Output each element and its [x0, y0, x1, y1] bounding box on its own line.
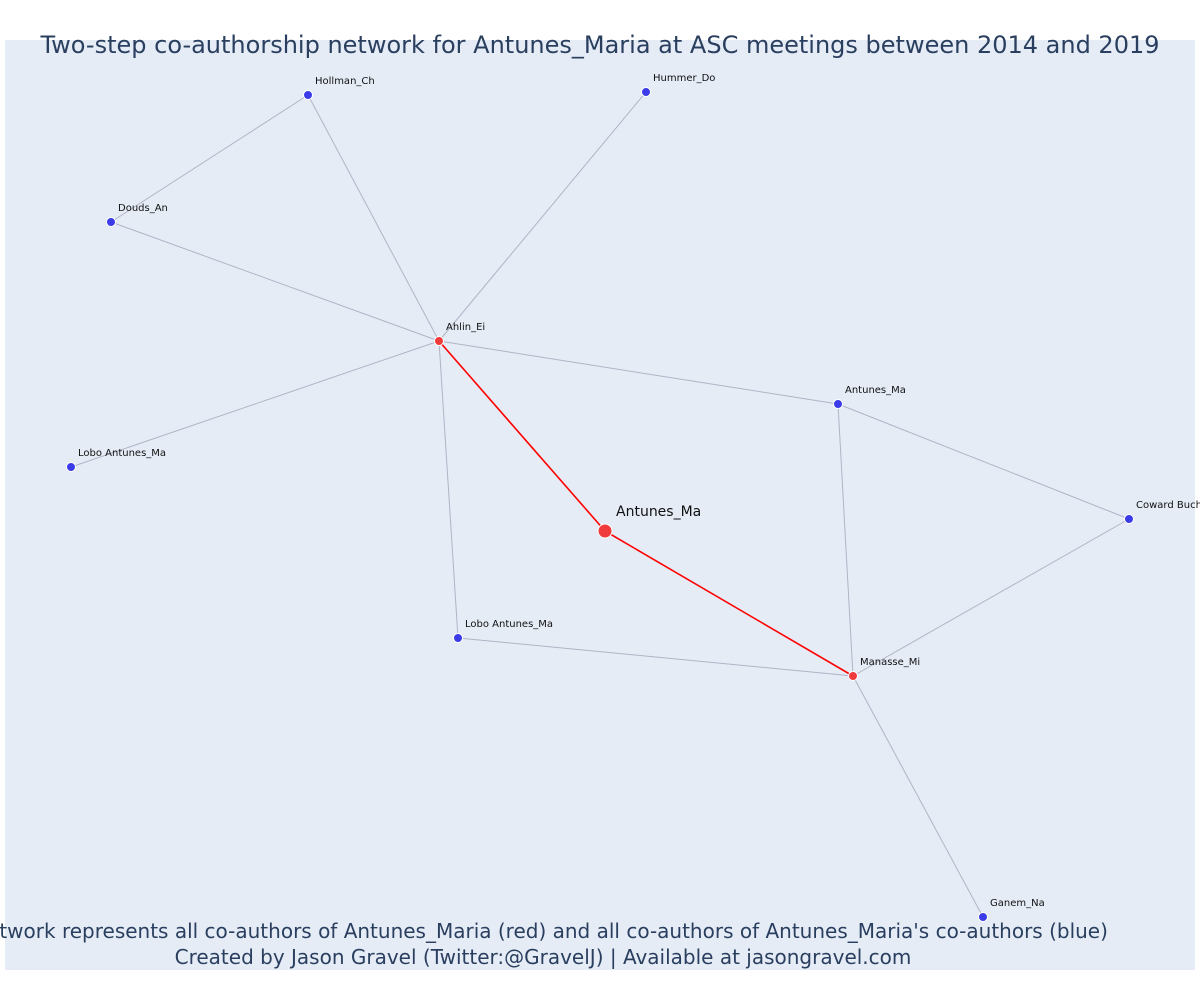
plot-background — [5, 40, 1195, 970]
node-label-hollman: Hollman_Ch — [315, 76, 375, 87]
edge-center-ahlin — [438, 340, 606, 532]
node-label-lobo1: Lobo Antunes_Ma — [78, 448, 166, 459]
edge-coward-manasse — [852, 518, 1130, 677]
node-label-lobo2: Lobo Antunes_Ma — [465, 619, 553, 630]
node-antunes2[interactable] — [833, 399, 843, 409]
node-label-center: Antunes_Ma — [616, 504, 701, 520]
edge-ahlin-douds — [110, 221, 440, 342]
node-ganem[interactable] — [978, 912, 988, 922]
edge-center-manasse — [604, 530, 854, 677]
chart-title: Two-step co-authorship network for Antun… — [39, 31, 1159, 59]
node-label-hummer: Hummer_Do — [653, 73, 715, 84]
node-label-manasse: Manasse_Mi — [860, 657, 920, 668]
node-label-ganem: Ganem_Na — [990, 898, 1045, 909]
node-hummer[interactable] — [641, 87, 651, 97]
edge-antunes2-manasse — [837, 403, 854, 677]
edge-layer — [70, 91, 1130, 918]
node-center[interactable] — [597, 523, 613, 539]
node-lobo1[interactable] — [66, 462, 76, 472]
caption-line-2: Created by Jason Gravel (Twitter:@Gravel… — [175, 945, 912, 969]
edge-ahlin-lobo2 — [438, 340, 459, 639]
edge-ahlin-lobo1 — [70, 340, 440, 468]
node-hollman[interactable] — [303, 90, 313, 100]
node-label-antunes2: Antunes_Ma — [845, 385, 906, 396]
edge-ahlin-hummer — [438, 91, 647, 342]
node-ahlin[interactable] — [434, 336, 444, 346]
node-manasse[interactable] — [848, 671, 858, 681]
node-layer — [66, 87, 1134, 922]
edge-ahlin-hollman — [307, 94, 440, 342]
node-label-coward: Coward Buch — [1136, 500, 1200, 511]
node-douds[interactable] — [106, 217, 116, 227]
edge-hollman-douds — [110, 94, 309, 223]
edge-ahlin-antunes2 — [438, 340, 839, 405]
edge-manasse-ganem — [852, 675, 984, 918]
node-lobo2[interactable] — [453, 633, 463, 643]
node-coward[interactable] — [1124, 514, 1134, 524]
node-label-douds: Douds_An — [118, 203, 168, 214]
caption-line-1: Network represents all co-authors of Ant… — [0, 919, 1108, 943]
label-layer: Antunes_Ma Ahlin_Ei Manasse_Mi Hollman_Ch Hu… — [78, 73, 1200, 909]
node-label-ahlin: Ahlin_Ei — [446, 322, 485, 333]
edge-antunes2-coward — [837, 403, 1130, 520]
edge-lobo2-manasse — [457, 637, 854, 677]
